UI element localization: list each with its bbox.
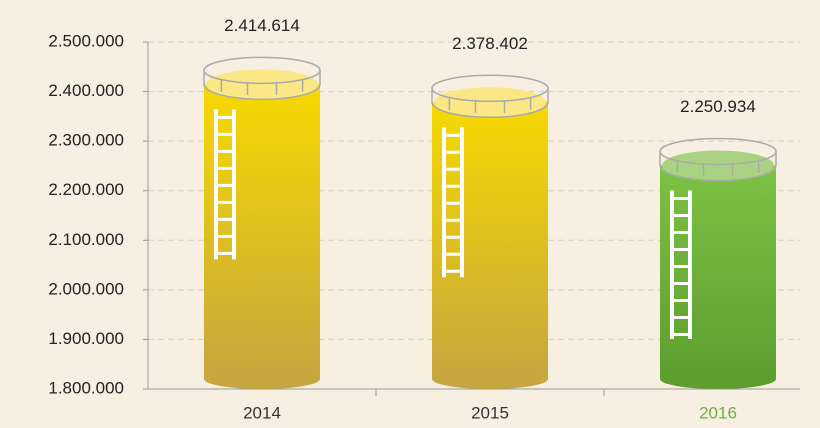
value-label: 2.414.614 xyxy=(224,16,300,35)
y-tick-label: 2.200.000 xyxy=(48,180,124,199)
silo-bottom xyxy=(204,369,320,389)
silo-bottom xyxy=(432,369,548,389)
silo-cap xyxy=(206,69,318,100)
y-tick-label: 2.300.000 xyxy=(48,131,124,150)
bar xyxy=(660,165,776,379)
y-tick-label: 2.000.000 xyxy=(48,279,124,298)
y-tick-label: 1.800.000 xyxy=(48,378,124,397)
silo-bottom xyxy=(660,369,776,389)
x-tick-label: 2016 xyxy=(699,403,737,422)
y-tick-label: 2.500.000 xyxy=(48,31,124,50)
value-label: 2.378.402 xyxy=(452,34,528,53)
bar xyxy=(204,84,320,379)
y-tick-label: 2.100.000 xyxy=(48,230,124,249)
railing-bottom xyxy=(203,70,321,101)
railing-bottom xyxy=(431,88,549,119)
railing-bottom xyxy=(659,151,777,182)
silo-cap xyxy=(662,150,774,181)
x-tick-label: 2015 xyxy=(471,403,509,422)
y-tick-label: 2.400.000 xyxy=(48,81,124,100)
y-tick-label: 1.900.000 xyxy=(48,329,124,348)
x-tick-label: 2014 xyxy=(243,403,281,422)
silo-cap xyxy=(434,87,546,118)
bar xyxy=(432,102,548,379)
value-label: 2.250.934 xyxy=(680,97,756,116)
